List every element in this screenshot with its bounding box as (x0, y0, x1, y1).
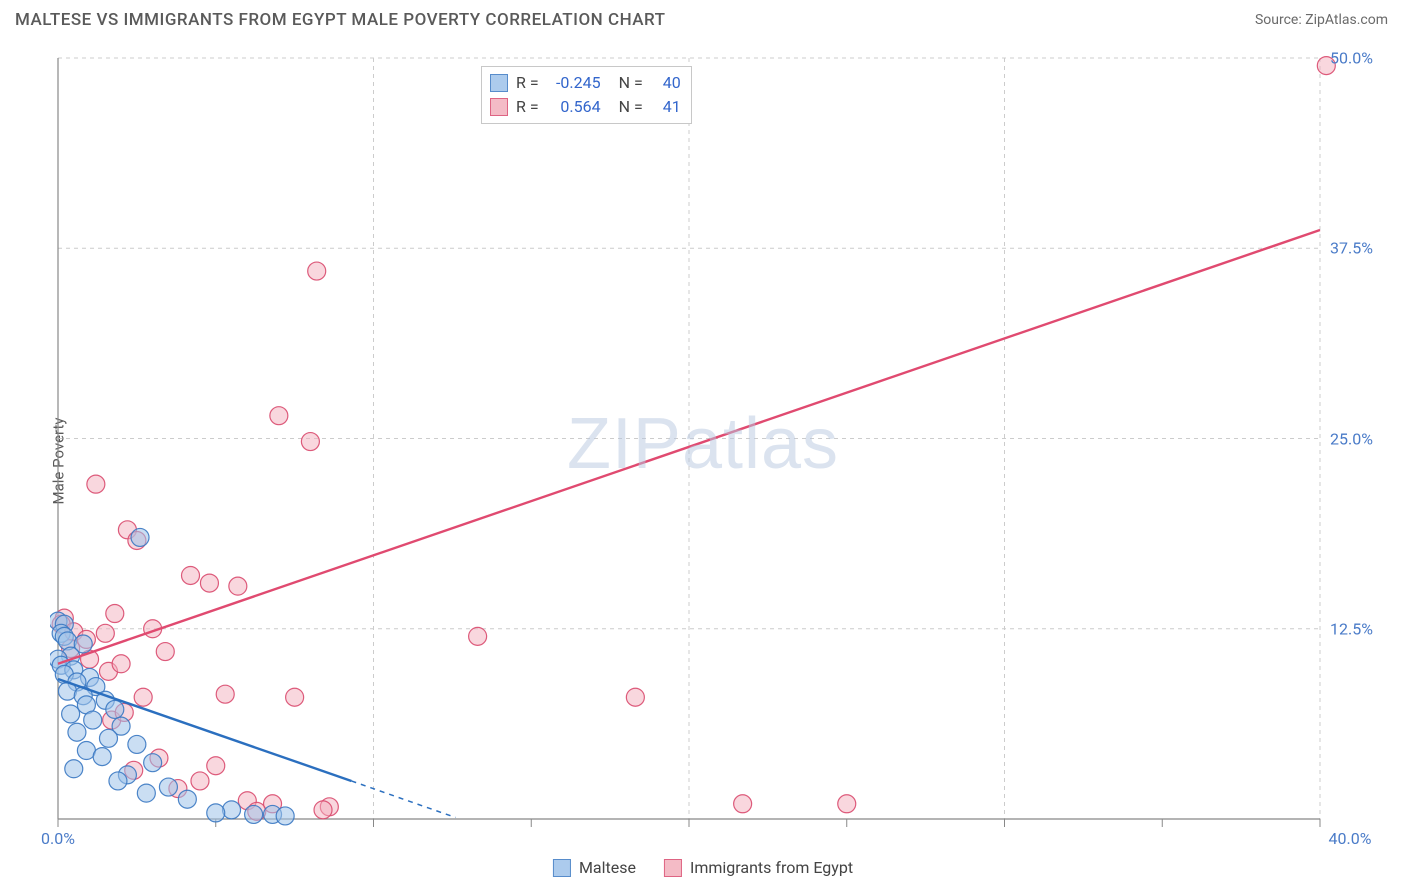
scatter-point (84, 711, 102, 729)
scatter-point (182, 566, 200, 584)
scatter-point (131, 528, 149, 546)
scatter-point (276, 807, 294, 825)
y-tick-label: 50.0% (1330, 49, 1373, 68)
legend-swatch (664, 859, 682, 877)
y-tick-label: 37.5% (1330, 239, 1373, 258)
scatter-point (93, 748, 111, 766)
scatter-point (838, 795, 856, 813)
x-tick-label: 40.0% (1329, 829, 1372, 848)
scatter-point (469, 627, 487, 645)
page-title: MALTESE VS IMMIGRANTS FROM EGYPT MALE PO… (15, 10, 666, 30)
scatter-point (106, 700, 124, 718)
scatter-point (626, 688, 644, 706)
trend-line (58, 230, 1320, 664)
scatter-point (270, 407, 288, 425)
scatter-point (144, 754, 162, 772)
y-tick-label: 12.5% (1330, 619, 1373, 638)
scatter-point (314, 801, 332, 819)
legend-row: R =0.564N =41 (490, 95, 681, 119)
scatter-point (216, 685, 234, 703)
legend-item: Immigrants from Egypt (664, 858, 853, 877)
legend-swatch (490, 74, 508, 92)
scatter-point (207, 804, 225, 822)
x-tick-label: 0.0% (41, 829, 75, 848)
scatter-point (207, 757, 225, 775)
scatter-point (159, 778, 177, 796)
scatter-point (96, 624, 114, 642)
scatter-point (65, 760, 83, 778)
scatter-point (301, 433, 319, 451)
scatter-point (191, 772, 209, 790)
scatter-point (286, 688, 304, 706)
scatter-point (106, 605, 124, 623)
scatter-point (62, 705, 80, 723)
scatter-point (128, 735, 146, 753)
legend-label: Immigrants from Egypt (690, 858, 853, 877)
legend-row: R =-0.245N =40 (490, 71, 681, 95)
source-attribution: Source: ZipAtlas.com (1255, 12, 1388, 28)
y-tick-label: 25.0% (1330, 429, 1373, 448)
trend-line-extension (351, 781, 455, 818)
scatter-point (109, 772, 127, 790)
correlation-legend: R =-0.245N =40R =0.564N =41 (481, 66, 692, 124)
chart-container: Male Poverty ZIPatlas 12.5%25.0%37.5%50.… (15, 40, 1391, 882)
scatter-point (134, 688, 152, 706)
scatter-point (223, 801, 241, 819)
scatter-plot (50, 50, 1380, 847)
scatter-point (308, 262, 326, 280)
scatter-point (200, 574, 218, 592)
legend-swatch (553, 859, 571, 877)
scatter-point (87, 475, 105, 493)
scatter-point (137, 784, 155, 802)
series-legend: Maltese Immigrants from Egypt (553, 858, 853, 877)
scatter-point (178, 790, 196, 808)
scatter-point (112, 655, 130, 673)
scatter-point (734, 795, 752, 813)
scatter-point (229, 577, 247, 595)
scatter-point (68, 723, 86, 741)
legend-swatch (490, 98, 508, 116)
legend-label: Maltese (579, 858, 636, 877)
scatter-point (245, 805, 263, 823)
legend-item: Maltese (553, 858, 636, 877)
scatter-point (156, 643, 174, 661)
scatter-point (99, 729, 117, 747)
